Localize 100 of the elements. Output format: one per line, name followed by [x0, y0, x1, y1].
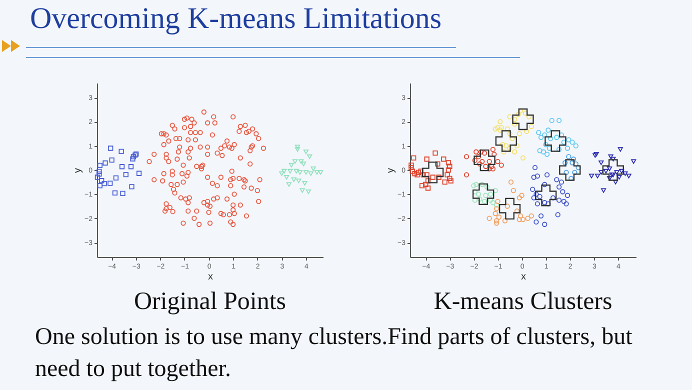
point — [441, 156, 446, 162]
point — [498, 162, 504, 168]
point — [130, 154, 136, 160]
point — [570, 160, 575, 166]
point — [118, 148, 124, 154]
point — [408, 165, 414, 170]
point — [514, 143, 520, 148]
point — [99, 178, 104, 184]
point — [543, 142, 548, 148]
point — [495, 158, 500, 164]
point — [482, 198, 488, 204]
point — [519, 192, 524, 198]
point — [602, 159, 624, 181]
point — [610, 156, 616, 162]
point — [447, 164, 452, 169]
point — [494, 202, 500, 208]
point — [490, 166, 496, 172]
point — [108, 180, 113, 186]
point — [531, 174, 536, 180]
point — [488, 198, 494, 203]
point — [548, 136, 554, 142]
point — [310, 166, 316, 172]
point — [492, 152, 497, 157]
point — [128, 164, 134, 170]
point — [292, 159, 298, 164]
point — [544, 172, 550, 178]
point — [492, 210, 498, 216]
point — [414, 172, 420, 178]
point — [495, 125, 500, 130]
point — [549, 118, 554, 124]
point — [411, 155, 416, 160]
point — [507, 131, 512, 136]
point — [483, 164, 488, 169]
point — [622, 171, 628, 176]
point — [612, 180, 618, 184]
point — [564, 170, 569, 175]
point — [416, 170, 421, 175]
point — [136, 170, 142, 176]
point — [618, 147, 623, 152]
point — [488, 192, 494, 197]
point — [486, 158, 492, 164]
point — [477, 161, 482, 167]
point — [558, 180, 564, 185]
point — [528, 213, 534, 218]
point — [436, 174, 442, 180]
point — [419, 183, 425, 188]
point — [520, 216, 526, 222]
point — [96, 172, 102, 177]
point — [498, 128, 503, 133]
point — [528, 124, 534, 130]
point — [516, 112, 521, 117]
point — [531, 195, 536, 200]
point — [576, 165, 581, 170]
point — [518, 108, 524, 114]
point — [471, 183, 476, 188]
text: K-means Clusters — [434, 288, 612, 315]
point — [507, 146, 512, 151]
point — [512, 122, 518, 127]
point — [288, 162, 294, 168]
point — [424, 172, 430, 178]
point — [476, 192, 482, 197]
point — [480, 182, 485, 188]
point — [532, 165, 538, 170]
point — [546, 128, 551, 133]
point — [631, 159, 636, 164]
point — [494, 206, 500, 212]
point — [542, 222, 548, 227]
point — [447, 176, 452, 182]
point — [555, 212, 560, 218]
point — [568, 176, 574, 182]
point — [102, 180, 107, 186]
point — [498, 119, 503, 124]
point — [504, 204, 510, 209]
point — [109, 158, 114, 163]
y-axis-title: y — [72, 168, 84, 173]
point — [446, 160, 452, 166]
point — [483, 192, 488, 198]
point — [298, 159, 304, 164]
point — [425, 178, 431, 184]
text: Original Points — [134, 288, 286, 315]
point — [496, 214, 502, 220]
point — [556, 184, 562, 190]
point — [296, 178, 302, 184]
point — [570, 140, 575, 145]
point — [603, 168, 609, 174]
point — [490, 200, 496, 206]
text: Overcoming K-means Limitations — [30, 2, 442, 36]
point — [291, 177, 296, 182]
point — [540, 149, 546, 154]
point — [516, 216, 522, 222]
point — [626, 174, 632, 178]
point — [522, 110, 528, 116]
point — [498, 125, 504, 130]
point — [492, 188, 498, 194]
point — [94, 174, 100, 180]
point — [129, 184, 134, 190]
point — [536, 130, 542, 136]
point — [554, 134, 560, 140]
point — [279, 171, 284, 176]
point — [430, 174, 436, 180]
